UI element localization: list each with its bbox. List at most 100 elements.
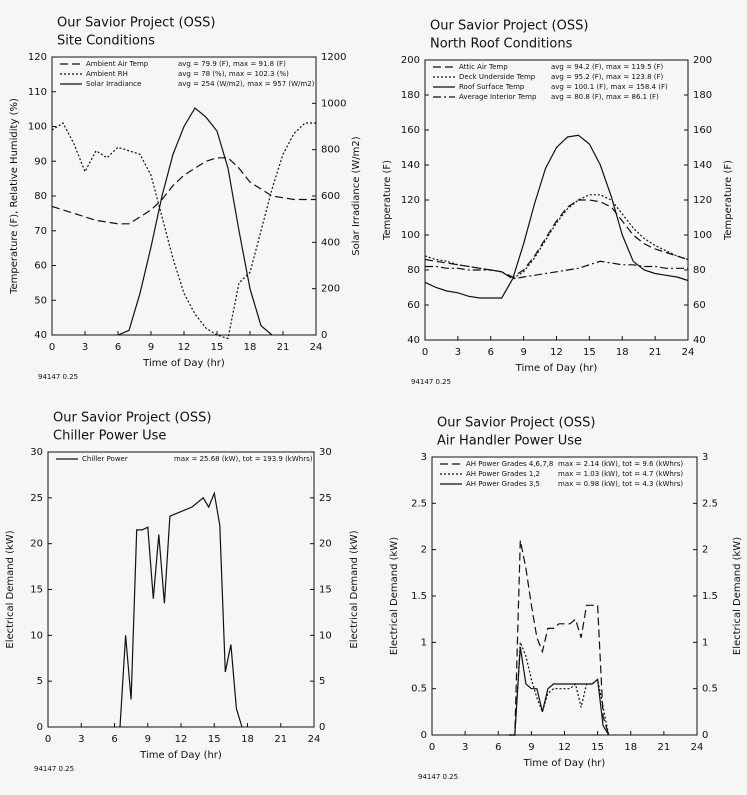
y2-axis-label: Solar Irradiance (W/m2) [351, 136, 362, 255]
legend-label: Solar Irradiance [86, 80, 141, 88]
x-tick-label: 24 [310, 342, 323, 353]
x-tick-label: 9 [145, 734, 151, 745]
y-tick-label: 2 [421, 545, 427, 556]
series-line [424, 199, 689, 278]
x-tick-label: 24 [308, 734, 321, 745]
y2-tick-label: 60 [693, 300, 706, 311]
x-tick-label: 21 [658, 742, 671, 753]
y-tick-label: 2.5 [411, 498, 427, 509]
y2-tick-label: 30 [319, 447, 332, 458]
y-tick-label: 60 [34, 261, 47, 272]
y-tick-label: 80 [407, 265, 420, 276]
y-tick-label: 10 [30, 630, 43, 641]
series-line [509, 540, 610, 736]
plot-frame [47, 451, 315, 728]
y-tick-label: 100 [28, 122, 47, 133]
chart-title: Our Savior Project (OSS) [53, 411, 211, 426]
y-tick-label: 3 [421, 452, 427, 463]
legend-label: Attic Air Temp [459, 63, 508, 71]
y-tick-label: 100 [401, 230, 420, 241]
x-tick-label: 15 [208, 734, 221, 745]
y2-tick-label: 160 [693, 125, 712, 136]
y2-axis-label: Electrical Demand (kW) [732, 537, 743, 655]
y-tick-label: 15 [30, 585, 43, 596]
series-line [424, 194, 689, 280]
y2-tick-label: 180 [693, 90, 712, 101]
legend-label: Chiller Power [82, 455, 128, 463]
legend-label: AH Power Grades 1,2 [466, 470, 540, 478]
y2-tick-label: 15 [319, 585, 332, 596]
y-axis-label: Electrical Demand (kW) [5, 530, 16, 648]
legend-label: Average Interior Temp [459, 93, 537, 101]
x-tick-label: 6 [495, 742, 501, 753]
y-tick-label: 200 [401, 55, 420, 66]
legend-label: Roof Surface Temp [459, 83, 525, 91]
x-tick-label: 9 [528, 742, 534, 753]
series-line [509, 642, 610, 736]
x-tick-label: 12 [175, 734, 188, 745]
y2-tick-label: 1 [702, 637, 708, 648]
y-axis-label: Temperature (F), Relative Humidity (%) [9, 98, 20, 295]
chart-subtitle: North Roof Conditions [430, 37, 573, 52]
x-axis-label: Time of Day (hr) [142, 358, 225, 369]
y2-tick-label: 120 [693, 195, 712, 206]
x-tick-label: 18 [244, 342, 257, 353]
x-tick-label: 21 [277, 342, 290, 353]
x-tick-label: 15 [211, 342, 224, 353]
series-line [509, 646, 610, 736]
chart-subtitle: Chiller Power Use [53, 429, 166, 444]
x-tick-label: 12 [558, 742, 571, 753]
x-tick-label: 18 [624, 742, 637, 753]
legend-label: AH Power Grades 4,6,7,8 [466, 460, 553, 468]
x-tick-label: 18 [241, 734, 254, 745]
x-tick-label: 15 [583, 347, 596, 358]
y2-tick-label: 0 [702, 730, 708, 741]
y-tick-label: 20 [30, 539, 43, 550]
y-tick-label: 90 [34, 156, 47, 167]
x-tick-label: 6 [115, 342, 121, 353]
footnote: 94147 0.25 [411, 378, 451, 386]
plot-frame [424, 59, 689, 341]
chart-title: Our Savior Project (OSS) [57, 16, 215, 31]
x-axis-label: Time of Day (hr) [139, 750, 222, 761]
y2-tick-label: 140 [693, 160, 712, 171]
series-line [51, 157, 316, 225]
y-tick-label: 70 [34, 226, 47, 237]
y2-tick-label: 0.5 [702, 684, 718, 695]
series-line [424, 134, 689, 299]
y2-axis-label: Temperature (F) [723, 160, 734, 241]
y2-tick-label: 100 [693, 230, 712, 241]
y2-tick-label: 3 [702, 452, 708, 463]
plot-frame [51, 56, 317, 336]
plot-frame [431, 456, 698, 736]
legend-stats: avg = 254 (W/m2), max = 957 (W/m2) [178, 80, 315, 88]
chart-title: Our Savior Project (OSS) [430, 19, 588, 34]
legend-stats: avg = 94.2 (F), max = 119.5 (F) [551, 63, 664, 71]
y-tick-label: 60 [407, 300, 420, 311]
x-axis-label: Time of Day (hr) [515, 363, 598, 374]
series-line [51, 122, 316, 340]
x-tick-label: 18 [616, 347, 629, 358]
x-tick-label: 0 [429, 742, 435, 753]
y-tick-label: 110 [28, 87, 47, 98]
legend-stats: avg = 78 (%), max = 102.3 (%) [178, 70, 289, 78]
y2-tick-label: 600 [321, 191, 340, 202]
y-tick-label: 120 [28, 52, 47, 63]
chart-title: Our Savior Project (OSS) [437, 416, 595, 431]
y2-tick-label: 20 [319, 539, 332, 550]
y2-tick-label: 800 [321, 145, 340, 156]
y-tick-label: 1 [421, 637, 427, 648]
legend-label: AH Power Grades 3,5 [466, 480, 540, 488]
y2-tick-label: 2.5 [702, 498, 718, 509]
x-tick-label: 24 [691, 742, 704, 753]
series-line [119, 491, 243, 728]
y-tick-label: 0.5 [411, 684, 427, 695]
y2-tick-label: 25 [319, 493, 332, 504]
legend-stats: max = 1.03 (kW), tot = 4.7 (kWhrs) [558, 470, 683, 478]
y-tick-label: 50 [34, 295, 47, 306]
x-tick-label: 0 [422, 347, 428, 358]
x-tick-label: 3 [78, 734, 84, 745]
footnote: 94147 0.25 [38, 373, 78, 381]
y-tick-label: 30 [30, 447, 43, 458]
x-tick-label: 0 [45, 734, 51, 745]
